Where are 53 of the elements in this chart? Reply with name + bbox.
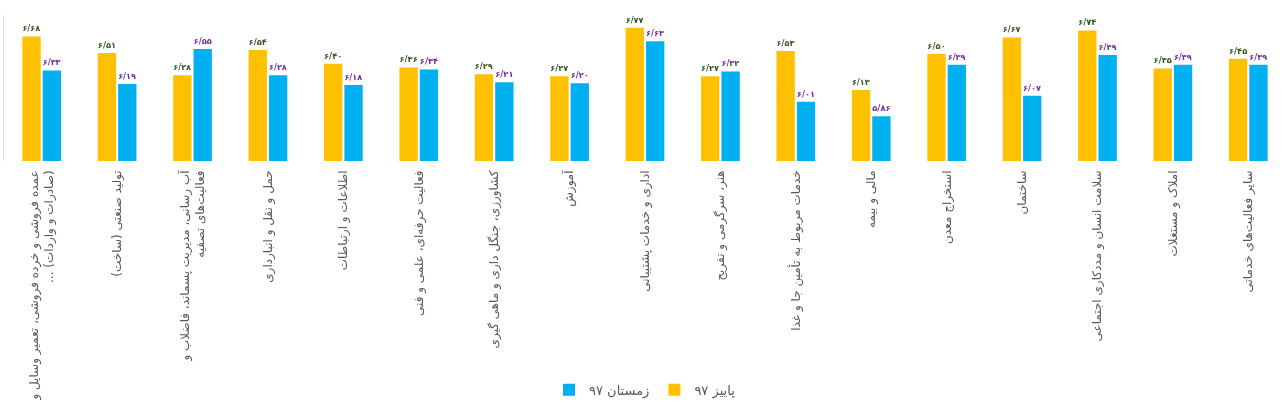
data-label: ۶/۲۸ — [268, 62, 287, 73]
x-tick-label: تولید صنعتی (ساخت) — [110, 170, 126, 277]
x-tick-label: عمده فروشی و خرده فروشی، تعمیر وسایل و ... (صادرات و واردات) — [26, 170, 58, 401]
x-tick-label: کشاورزی، جنگل داری و ماهی گیری — [487, 170, 503, 349]
data-label: ۶/۱۹ — [118, 71, 137, 82]
x-tick-label: اداری و خدمات پشتیبانی — [637, 170, 653, 292]
x-tick-label: اطلاعات و ارتباطات — [336, 170, 352, 271]
data-label: ۶/۱۳ — [851, 76, 870, 87]
x-tick-label: حمل و نقل و انبارداری — [260, 170, 276, 283]
x-tick-label: املاک و مستغلات — [1165, 170, 1181, 257]
data-label: ۶/۳۲ — [721, 58, 740, 69]
data-label: ۶/۵۵ — [193, 35, 212, 46]
data-label: ۶/۰۷ — [1023, 82, 1041, 93]
data-label: ۶/۳۶ — [399, 54, 418, 65]
data-label: ۶/۲۹ — [474, 61, 493, 72]
data-label: ۶/۵۴ — [248, 36, 267, 47]
data-label: ۶/۳۹ — [947, 51, 966, 62]
data-label: ۶/۲۷ — [550, 63, 569, 74]
x-tick-label: فعالیت حرفه‌ای، علمی و فنی — [411, 170, 427, 316]
data-label: ۶/۶۳ — [646, 28, 664, 39]
legend-label: پاییز ۹۷ — [694, 382, 736, 399]
x-tick-label: خدمات مربوط به تأمین جا و غذا — [786, 170, 804, 331]
data-label: ۶/۵۰ — [927, 40, 946, 51]
data-label: ۶/۲۱ — [495, 69, 514, 80]
data-label: ۶/۴۵ — [1228, 45, 1248, 56]
data-label: ۶/۰۱ — [796, 88, 816, 99]
x-tick-label: مالی و بیمه — [864, 170, 880, 228]
data-label: ۶/۳۳ — [42, 57, 61, 68]
data-label: ۶/۵۳ — [776, 37, 795, 48]
data-label: ۶/۳۹ — [1249, 51, 1268, 62]
x-tick-label: سلامت انسان و مددکاری اجتماعی — [1090, 170, 1106, 342]
data-label: ۶/۴۰ — [324, 50, 343, 61]
x-tick-label: سایر فعالیت‌های خدماتی — [1241, 170, 1257, 293]
x-tick-label: استخراج معدن — [939, 170, 955, 245]
x-tick-label: هنر، سرگرمی و تفریح — [713, 170, 729, 281]
data-label: ۶/۲۸ — [173, 62, 192, 73]
data-label: ۶/۷۴ — [1078, 17, 1097, 28]
data-label: ۵/۸۶ — [872, 103, 891, 114]
data-label: ۶/۳۹ — [1173, 51, 1192, 62]
data-label: ۶/۳۴ — [419, 56, 439, 67]
legend-label: زمستان ۹۷ — [589, 382, 650, 399]
data-label: ۶/۷۷ — [625, 14, 644, 25]
data-label: ۶/۴۹ — [1098, 41, 1117, 52]
data-label: ۶/۱۸ — [344, 72, 363, 83]
data-label: ۶/۶۸ — [22, 23, 41, 34]
data-label: ۶/۶۷ — [1002, 24, 1021, 35]
x-tick-label: آب رسانی، مدیریت پسماند، فاضلاب و فعالیت‌های تصفیه — [176, 169, 208, 362]
data-label: ۶/۲۰ — [570, 70, 589, 81]
data-label: ۶/۳۵ — [1153, 55, 1172, 66]
data-label: ۶/۲۷ — [701, 63, 719, 74]
data-label: ۶/۵۱ — [97, 39, 117, 50]
x-tick-label: آموزش — [561, 169, 578, 207]
x-tick-label: ساختمان — [1014, 170, 1029, 215]
